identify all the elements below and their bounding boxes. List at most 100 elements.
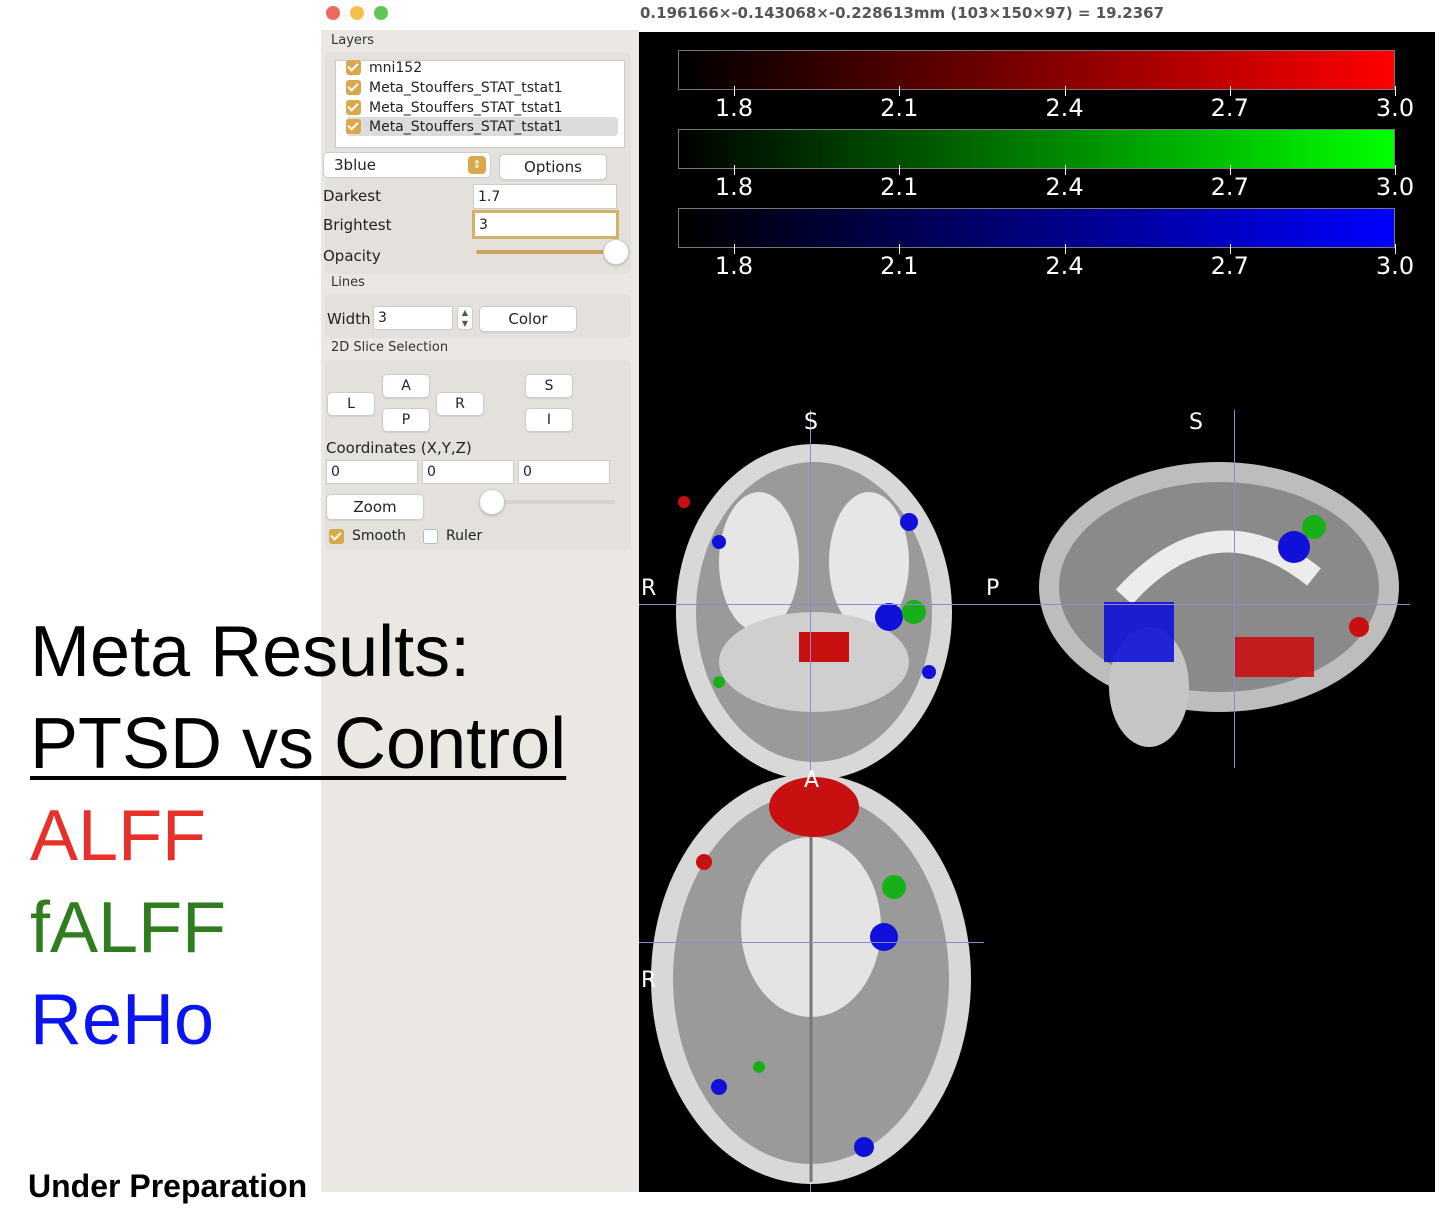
layer-checkbox[interactable] [346, 60, 361, 75]
sagittal-top-label: S [1189, 410, 1203, 435]
colorbar-red-tick-label: 1.8 [714, 94, 754, 122]
colorbar-green-tick [899, 165, 901, 175]
ruler-toggle[interactable]: Ruler [423, 528, 482, 544]
coord-y-field[interactable]: 0 [422, 460, 514, 484]
layer-item[interactable]: Meta_Stouffers_STAT_tstat1 [346, 98, 618, 117]
layer-checkbox[interactable] [346, 80, 361, 95]
colorbar-green [678, 129, 1395, 169]
close-window-button[interactable] [326, 6, 340, 20]
window-title: 0.196166×-0.143068×-0.228613mm (103×150×… [640, 4, 1165, 22]
opacity-slider-track[interactable] [476, 250, 616, 254]
slice-section-title: 2D Slice Selection [331, 340, 449, 355]
layer-label: Meta_Stouffers_STAT_tstat1 [369, 99, 563, 116]
opacity-label: Opacity [323, 247, 381, 265]
slide-heading: Meta Results: [30, 612, 471, 692]
colorbar-blue-tick-label: 2.4 [1045, 252, 1084, 280]
colorbar-blue [678, 208, 1395, 248]
colorbar-blue-tick [1395, 244, 1396, 254]
lines-section-title: Lines [331, 275, 365, 290]
coord-z-field[interactable]: 0 [518, 460, 610, 484]
layer-list[interactable]: mni152 Meta_Stouffers_STAT_tstat1 Meta_S… [335, 60, 625, 148]
colormap-value: 3blue [334, 156, 376, 174]
colormap-select[interactable]: 3blue ⇕ [323, 152, 491, 178]
sagittal-left-label: P [986, 576, 1000, 601]
colorbar-blue-tick [1064, 244, 1066, 254]
colorbar-red-tick [899, 86, 901, 96]
layer-item[interactable]: mni152 [346, 58, 618, 77]
coronal-slice[interactable] [639, 402, 999, 822]
axial-horizontal-crosshair [639, 942, 984, 943]
legend-falff: fALFF [30, 888, 227, 968]
colorbar-red-tick-label: 2.4 [1045, 94, 1084, 122]
view-anterior-button[interactable]: A [382, 374, 430, 398]
zoom-button[interactable]: Zoom [326, 494, 424, 520]
width-stepper[interactable]: ▲ ▼ [457, 306, 473, 330]
colorbar-red-tick [1064, 86, 1066, 96]
layer-item[interactable]: Meta_Stouffers_STAT_tstat1 [346, 78, 618, 97]
colorbar-green-ticks: 1.8 2.1 2.4 2.7 3.0 [678, 165, 1414, 201]
ruler-checkbox[interactable] [423, 528, 438, 544]
opacity-slider-knob[interactable] [603, 239, 629, 265]
ruler-label: Ruler [446, 528, 483, 544]
darkest-field[interactable]: 1.7 [473, 184, 617, 209]
layers-section-title: Layers [331, 33, 375, 48]
coronal-top-label: S [804, 410, 818, 435]
layer-item-selected[interactable]: Meta_Stouffers_STAT_tstat1 [346, 117, 618, 136]
smooth-checkbox[interactable] [329, 528, 344, 544]
view-right-button[interactable]: R [436, 392, 484, 416]
axial-left-label: R [641, 968, 657, 993]
slide-footer: Under Preparation [28, 1168, 308, 1204]
smooth-toggle[interactable]: Smooth [329, 528, 406, 544]
color-button[interactable]: Color [479, 306, 577, 332]
colorbar-red [678, 50, 1395, 90]
view-posterior-button[interactable]: P [382, 408, 430, 432]
colorbar-green-tick-label: 2.4 [1045, 173, 1084, 201]
legend-alff: ALFF [30, 796, 207, 876]
coronal-left-label: R [641, 576, 657, 601]
colorbar-blue-tick-label: 2.7 [1210, 252, 1249, 280]
layer-label: Meta_Stouffers_STAT_tstat1 [369, 79, 563, 96]
darkest-label: Darkest [323, 187, 381, 205]
layer-label: mni152 [369, 59, 423, 76]
coordinates-label: Coordinates (X,Y,Z) [326, 439, 472, 457]
colorbar-red-tick-label: 3.0 [1375, 94, 1415, 122]
colorbar-red-tick-label: 2.7 [1210, 94, 1249, 122]
colorbar-green-tick-label: 3.0 [1375, 173, 1415, 201]
sagittal-slice[interactable] [1014, 417, 1424, 777]
colorbar-blue-tick-label: 3.0 [1375, 252, 1415, 280]
view-superior-button[interactable]: S [525, 374, 573, 398]
colorbar-blue-ticks: 1.8 2.1 2.4 2.7 3.0 [678, 244, 1414, 280]
colorbar-green-tick-label: 1.8 [714, 173, 754, 201]
colorbar-blue-tick [1229, 244, 1231, 254]
colorbar-green-tick [1395, 165, 1396, 175]
layer-label: Meta_Stouffers_STAT_tstat1 [369, 118, 563, 135]
colorbar-green-tick [1229, 165, 1231, 175]
brightest-field[interactable]: 3 [472, 210, 619, 239]
colorbar-blue-tick-label: 1.8 [714, 252, 754, 280]
slide-subheading: PTSD vs Control [30, 704, 567, 784]
colorbar-blue-tick [734, 244, 735, 254]
window-titlebar [321, 0, 1454, 30]
sagittal-vertical-crosshair [1234, 410, 1235, 768]
options-button[interactable]: Options [499, 154, 607, 180]
layer-checkbox[interactable] [346, 100, 361, 115]
zoom-slider-knob[interactable] [479, 489, 505, 515]
image-viewer[interactable]: 1.8 2.1 2.4 2.7 3.0 1.8 2.1 2.4 2.7 3.0 1.8 2.1 2.… [639, 32, 1435, 1192]
colorbar-green-tick [1064, 165, 1066, 175]
view-inferior-button[interactable]: I [525, 408, 573, 432]
colorbar-red-tick [734, 86, 735, 96]
legend-reho: ReHo [30, 980, 215, 1060]
colorbar-green-tick-label: 2.7 [1210, 173, 1249, 201]
axial-slice[interactable] [639, 767, 989, 1192]
coord-x-field[interactable]: 0 [326, 460, 418, 484]
layer-checkbox[interactable] [346, 119, 361, 134]
zoom-window-button[interactable] [374, 6, 388, 20]
colorbar-green-tick-label: 2.1 [880, 173, 919, 201]
view-left-button[interactable]: L [327, 392, 375, 416]
colorbar-red-tick [1229, 86, 1231, 96]
width-label: Width [327, 310, 371, 328]
minimize-window-button[interactable] [350, 6, 364, 20]
colorbar-blue-tick [899, 244, 901, 254]
zoom-slider-track[interactable] [479, 500, 615, 504]
width-field[interactable]: 3 [373, 306, 453, 330]
